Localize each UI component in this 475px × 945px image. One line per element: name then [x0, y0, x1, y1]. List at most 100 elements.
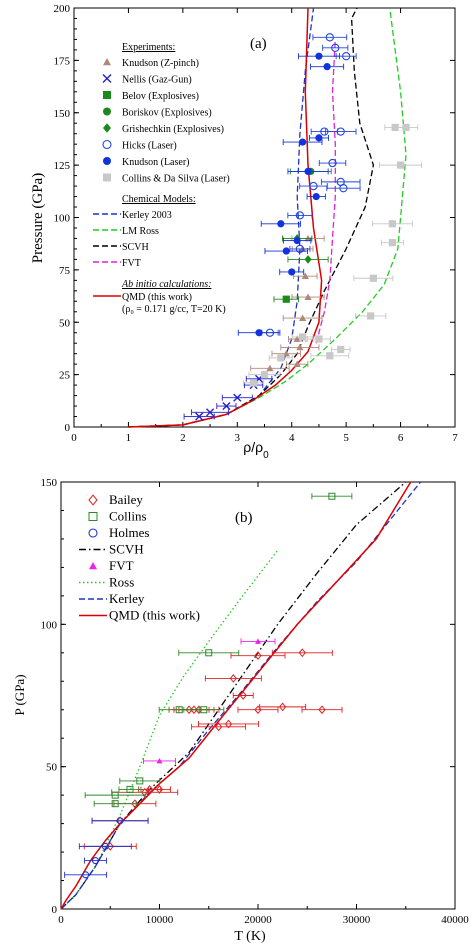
- data-point-collins-da-silva-laser: [260, 371, 269, 379]
- legend-marker-knudson-laser: [103, 157, 111, 165]
- legend-label-kerley-2003: Kerley 2003: [122, 210, 172, 221]
- panel-b-xtick-label: 10000: [146, 914, 174, 926]
- data-point-collins-da-silva-laser: [388, 220, 397, 228]
- legend-label-holmes: Holmes: [109, 525, 149, 540]
- data-point-collins-da-silva-laser: [315, 335, 323, 343]
- legend-a-qmd-note: (ρ₀ = 0.171 g/cc, T=20 K): [122, 304, 226, 315]
- data-point-bailey: [190, 705, 198, 715]
- data-point-bailey: [229, 674, 238, 683]
- panel-a-ytick-label: 175: [54, 55, 71, 67]
- data-point-bailey: [116, 816, 124, 826]
- data-point-bailey: [155, 785, 164, 794]
- legend-label-collins: Collins: [109, 509, 147, 524]
- panel-a-ytick-label: 200: [54, 3, 71, 15]
- panel-a-ytick-label: 125: [54, 160, 71, 172]
- panel-b-xtick-label: 0: [58, 914, 64, 926]
- data-point-bailey: [298, 648, 306, 658]
- panel-a-xlabel: ρ/ρ0: [243, 439, 269, 461]
- data-point-knudson-laser: [288, 268, 296, 276]
- data-point-hicks-laser: [341, 52, 351, 61]
- panel-b-xlabel: T (K): [234, 929, 266, 944]
- data-point-bailey: [224, 719, 233, 729]
- series-line-kerley: [60, 481, 422, 910]
- data-point-knudson-z-pinch: [304, 293, 312, 300]
- legend-label-knudson-laser: Knudson (Laser): [122, 157, 189, 168]
- panel-a-xlabel-main: ρ/ρ: [243, 439, 263, 455]
- panel-a-ytick-label: 100: [54, 213, 71, 225]
- panel-b-ytick-label: 50: [46, 762, 58, 774]
- data-point-collins: [126, 785, 134, 793]
- data-point-knudson-laser: [282, 247, 290, 255]
- data-point-collins: [175, 706, 183, 714]
- legend-label-collins-da-silva-laser: Collins & Da Silva (Laser): [122, 174, 230, 185]
- data-point-fvt: [156, 757, 163, 764]
- panel-a-points: [183, 33, 423, 421]
- data-point-hicks-laser: [295, 211, 305, 220]
- data-point-nellis-gaz-gun: [222, 401, 231, 411]
- data-point-nellis-gaz-gun: [195, 412, 204, 421]
- panel-a-xtick-label: 1: [126, 432, 132, 444]
- panel-a-ylabel: Pressure (GPa): [30, 173, 46, 263]
- legend-a-experiments-header: Experiments:: [122, 42, 175, 53]
- legend-marker-bailey: [88, 494, 98, 506]
- data-point-knudson-z-pinch: [301, 272, 309, 280]
- data-point-knudson-laser: [299, 138, 307, 146]
- data-point-grishechkin-explosives: [304, 255, 312, 264]
- data-point-holmes: [116, 817, 124, 825]
- legend-label-scvh: SCVH: [109, 542, 144, 557]
- legend-marker-belov-explosives: [103, 91, 111, 99]
- panel-a-xtick-label: 2: [180, 432, 186, 444]
- data-point-knudson-laser: [255, 329, 263, 337]
- data-point-bailey: [318, 705, 326, 715]
- panel-b-ytick-label: 150: [41, 477, 58, 489]
- panel-a-xlabel-sub: 0: [263, 450, 269, 461]
- data-point-knudson-z-pinch: [282, 350, 290, 357]
- data-point-knudson-laser: [315, 134, 323, 142]
- series-line-qmd-this-work: [128, 7, 323, 428]
- data-point-holmes: [82, 871, 90, 879]
- panel-a-xtick-label: 3: [235, 432, 241, 444]
- data-point-knudson-laser: [293, 236, 301, 245]
- data-point-knudson-z-pinch: [293, 360, 301, 368]
- panel-a-ytick-label: 0: [65, 422, 71, 434]
- legend-marker-holmes: [88, 528, 98, 538]
- data-point-knudson-z-pinch: [293, 335, 301, 342]
- data-point-belov-explosives: [282, 295, 290, 303]
- legend-label-grishechkin-explosives: Grishechkin (Explosives): [122, 124, 224, 135]
- data-point-hicks-laser: [295, 244, 305, 254]
- legend-label-bailey: Bailey: [109, 492, 143, 507]
- legend-marker-boriskov-explosives: [103, 107, 111, 116]
- data-point-knudson-laser: [323, 63, 331, 71]
- data-point-fvt: [255, 638, 261, 644]
- series-line-fvt: [315, 39, 336, 344]
- data-point-hicks-laser: [339, 184, 348, 193]
- panel-a-ytick-label: 25: [59, 370, 71, 382]
- data-point-nellis-gaz-gun: [205, 408, 215, 417]
- legend-label-ross: Ross: [109, 575, 134, 590]
- panel-a-ytick-label: 75: [59, 265, 71, 277]
- data-point-collins-da-silva-laser: [369, 274, 377, 282]
- data-point-collins: [111, 791, 119, 799]
- data-point-collins: [136, 777, 144, 785]
- data-point-bailey: [185, 705, 193, 715]
- data-point-bailey: [131, 799, 139, 809]
- data-point-collins-da-silva-laser: [250, 379, 258, 387]
- legend-label-qmd-this-work: QMD (this work): [109, 608, 200, 623]
- data-point-collins: [111, 800, 119, 808]
- data-point-knudson-z-pinch: [266, 364, 274, 372]
- data-point-bailey: [145, 785, 154, 794]
- panel-b-xtick-label: 40000: [441, 914, 469, 926]
- panel-a-xtick-label: 6: [398, 432, 404, 444]
- legend-a-abinitio-header: Ab initio calculations:: [121, 279, 211, 290]
- panel-b-label: (b): [235, 510, 253, 526]
- panel-a-ytick-label: 150: [54, 108, 71, 120]
- legend-label-scvh: SCVH: [122, 242, 149, 253]
- data-point-collins: [200, 706, 208, 714]
- legend-marker-knudson-z-pinch: [103, 58, 111, 66]
- panel-b-ylabel: P (GPa): [12, 674, 27, 715]
- panel-a-ticks: 0 1 2 3 4 5 6 7 0 25 50 75 100 125 150 175 200: [54, 3, 459, 444]
- panel-b-ticks: 0 10000 20000 30000 40000 0 50 100 150: [41, 477, 470, 926]
- legend-label-belov-explosives: Belov (Explosives): [122, 91, 199, 102]
